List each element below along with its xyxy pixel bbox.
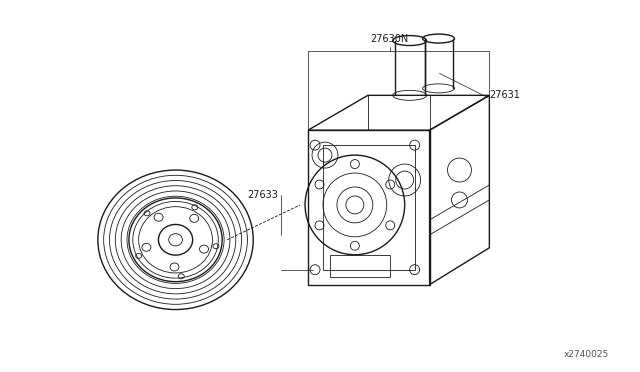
Text: 27633: 27633 bbox=[247, 190, 278, 200]
Text: 27630N: 27630N bbox=[371, 33, 409, 44]
Text: 27631: 27631 bbox=[490, 90, 520, 100]
Text: x2740025: x2740025 bbox=[564, 350, 609, 359]
